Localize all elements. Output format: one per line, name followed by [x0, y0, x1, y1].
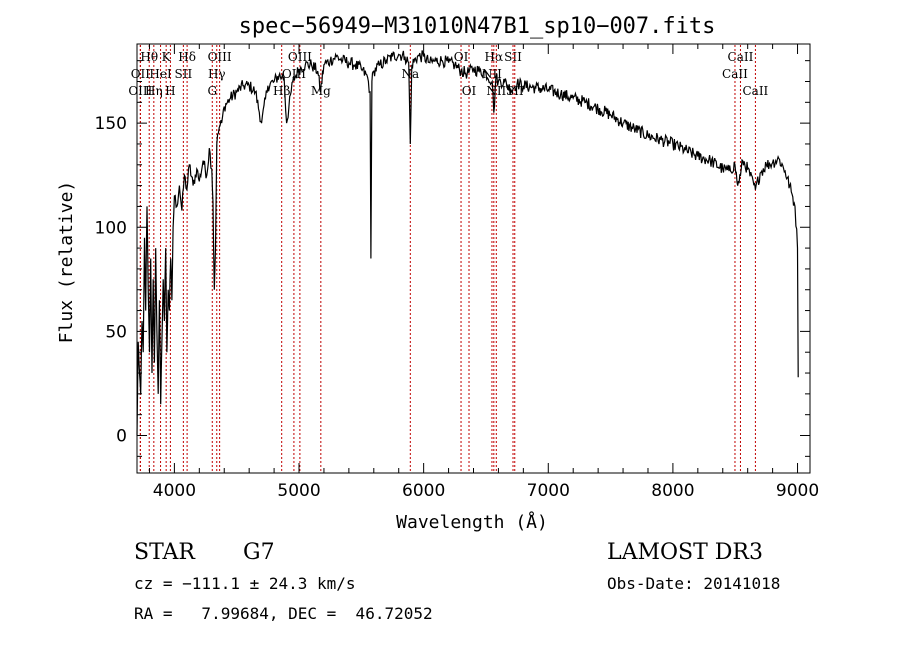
- y-tick-label-0: 0: [116, 427, 127, 447]
- x-tick-label-0: 4000: [153, 481, 196, 501]
- object-subclass: G7: [243, 540, 275, 565]
- marker-label-5: Hη: [145, 84, 163, 98]
- marker-label-8: SII: [175, 67, 193, 81]
- marker-label-10: Hγ: [208, 67, 226, 81]
- marker-label-14: Hβ: [273, 84, 290, 98]
- y-axis: 0 50 100 150: [95, 60, 810, 457]
- marker-label-26: CaII: [742, 84, 768, 98]
- marker-label-25: CaII: [722, 67, 748, 81]
- spectrum-chart: spec−56949−M31010N47B1_sp10−007.fits Hθ O…: [56, 14, 819, 533]
- redshift-cz: cz = −111.1 ± 24.3 km/s: [134, 574, 356, 593]
- y-tick-label-1: 50: [105, 322, 127, 342]
- marker-label-9: OIII: [208, 50, 232, 64]
- x-tick-label-5: 9000: [776, 481, 819, 501]
- observation-date: Obs-Date: 20141018: [607, 574, 781, 593]
- x-axis: 4000 5000 6000 7000 8000 9000: [148, 44, 819, 501]
- marker-label-6: H: [165, 84, 175, 98]
- marker-label-22: NII: [486, 84, 506, 98]
- x-tick-label-1: 5000: [277, 481, 320, 501]
- chart-title: spec−56949−M31010N47B1_sp10−007.fits: [239, 14, 716, 39]
- marker-label-7: Hδ: [178, 50, 196, 64]
- x-tick-label-2: 6000: [402, 481, 445, 501]
- survey-name: LAMOST DR3: [607, 540, 763, 565]
- sky-coordinates: RA = 7.99684, DEC = 46.72052: [134, 604, 433, 623]
- marker-label-0: Hθ: [140, 50, 158, 64]
- plot-frame: [136, 43, 811, 474]
- marker-label-2: OIII: [128, 84, 152, 98]
- marker-label-17: OI: [454, 50, 469, 64]
- object-class: STAR: [134, 540, 195, 565]
- x-tick-label-4: 8000: [651, 481, 694, 501]
- marker-label-3: K: [162, 50, 172, 64]
- marker-label-20: Hα: [485, 50, 504, 64]
- marker-label-11: G: [207, 84, 217, 98]
- spectrum-series-line: [136, 50, 799, 436]
- marker-label-24: CaII: [728, 50, 754, 64]
- marker-label-4: HeI: [149, 67, 172, 81]
- y-tick-label-3: 150: [95, 114, 127, 134]
- marker-label-21: SII: [504, 50, 522, 64]
- marker-label-16: Na: [401, 67, 419, 81]
- x-axis-label: Wavelength (Å): [396, 511, 548, 533]
- marker-label-12: OIII: [288, 50, 312, 64]
- marker-label-19: OI: [462, 84, 477, 98]
- y-axis-label: Flux (relative): [56, 181, 77, 344]
- y-tick-label-2: 100: [95, 218, 127, 238]
- x-tick-label-3: 7000: [527, 481, 570, 501]
